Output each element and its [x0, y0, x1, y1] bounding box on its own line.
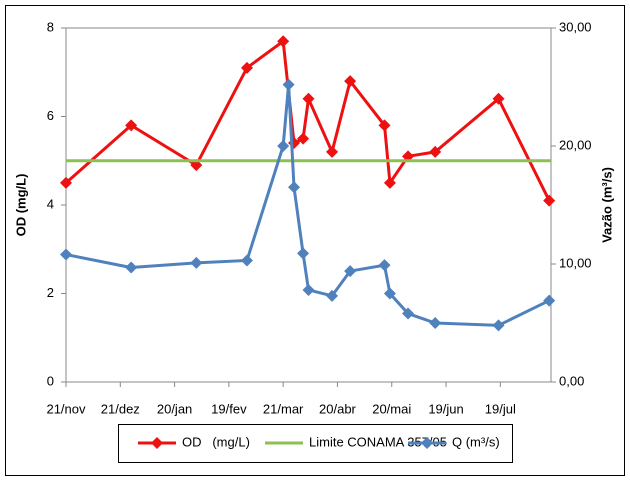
data-point — [240, 254, 253, 267]
data-point — [344, 75, 357, 88]
data-point — [125, 119, 138, 132]
data-point — [383, 176, 396, 189]
data-point — [282, 78, 295, 91]
x-tick-label: 20/mai — [372, 401, 411, 416]
x-tick-label: 20/jan — [157, 401, 192, 416]
data-point — [240, 61, 253, 74]
y-tick-label: 6 — [47, 108, 54, 123]
data-point — [492, 92, 505, 105]
y-tick-label: 4 — [47, 196, 54, 211]
y-tick-label: 0 — [47, 373, 54, 388]
x-tick-label: 19/fev — [211, 401, 247, 416]
data-point — [429, 317, 442, 329]
y2-axis-title: Vazão (m³/s) — [599, 167, 614, 243]
data-point — [429, 145, 442, 158]
legend-label: Q (m³/s) — [452, 434, 500, 449]
data-point — [383, 287, 396, 300]
data-point — [326, 145, 339, 158]
legend-marker — [151, 437, 163, 449]
data-point — [302, 283, 315, 296]
x-tick-label: 21/dez — [101, 401, 140, 416]
data-point — [277, 140, 290, 152]
x-tick-label: 19/jun — [428, 401, 463, 416]
data-point — [60, 176, 72, 189]
data-point — [543, 194, 556, 207]
legend-box — [118, 424, 513, 463]
data-point — [125, 261, 138, 274]
data-point — [492, 319, 505, 332]
x-tick-label: 21/mar — [263, 401, 304, 416]
data-point — [378, 259, 391, 272]
data-point — [378, 119, 391, 132]
series-line — [65, 38, 551, 202]
x-tick-label: 19/jul — [485, 401, 516, 416]
y-tick-label: 8 — [47, 19, 54, 34]
y2-tick-label: 10,00 — [559, 255, 592, 270]
y2-tick-label: 30,00 — [559, 19, 592, 34]
y-tick-label: 2 — [47, 285, 54, 300]
data-point — [302, 92, 315, 105]
data-point — [190, 256, 203, 269]
data-point — [402, 307, 415, 320]
data-point — [60, 248, 72, 261]
plot-area — [65, 27, 552, 383]
legend-marker — [421, 437, 433, 449]
y2-tick-label: 0,00 — [559, 373, 584, 388]
chart-frame — [5, 5, 625, 476]
x-tick-label: 21/nov — [46, 401, 86, 416]
x-tick-label: 20/abr — [319, 401, 357, 416]
data-point — [543, 294, 556, 307]
data-point — [277, 35, 290, 48]
y2-tick-label: 20,00 — [559, 137, 592, 152]
data-point — [326, 289, 339, 302]
data-point — [297, 132, 310, 145]
y-axis-title: OD (mg/L) — [13, 174, 28, 237]
legend-label: Limite CONAMA 357/05 — [309, 434, 447, 449]
data-point — [297, 247, 310, 260]
data-point — [288, 181, 301, 194]
data-point — [344, 265, 357, 278]
legend-label: OD (mg/L) — [182, 434, 250, 449]
